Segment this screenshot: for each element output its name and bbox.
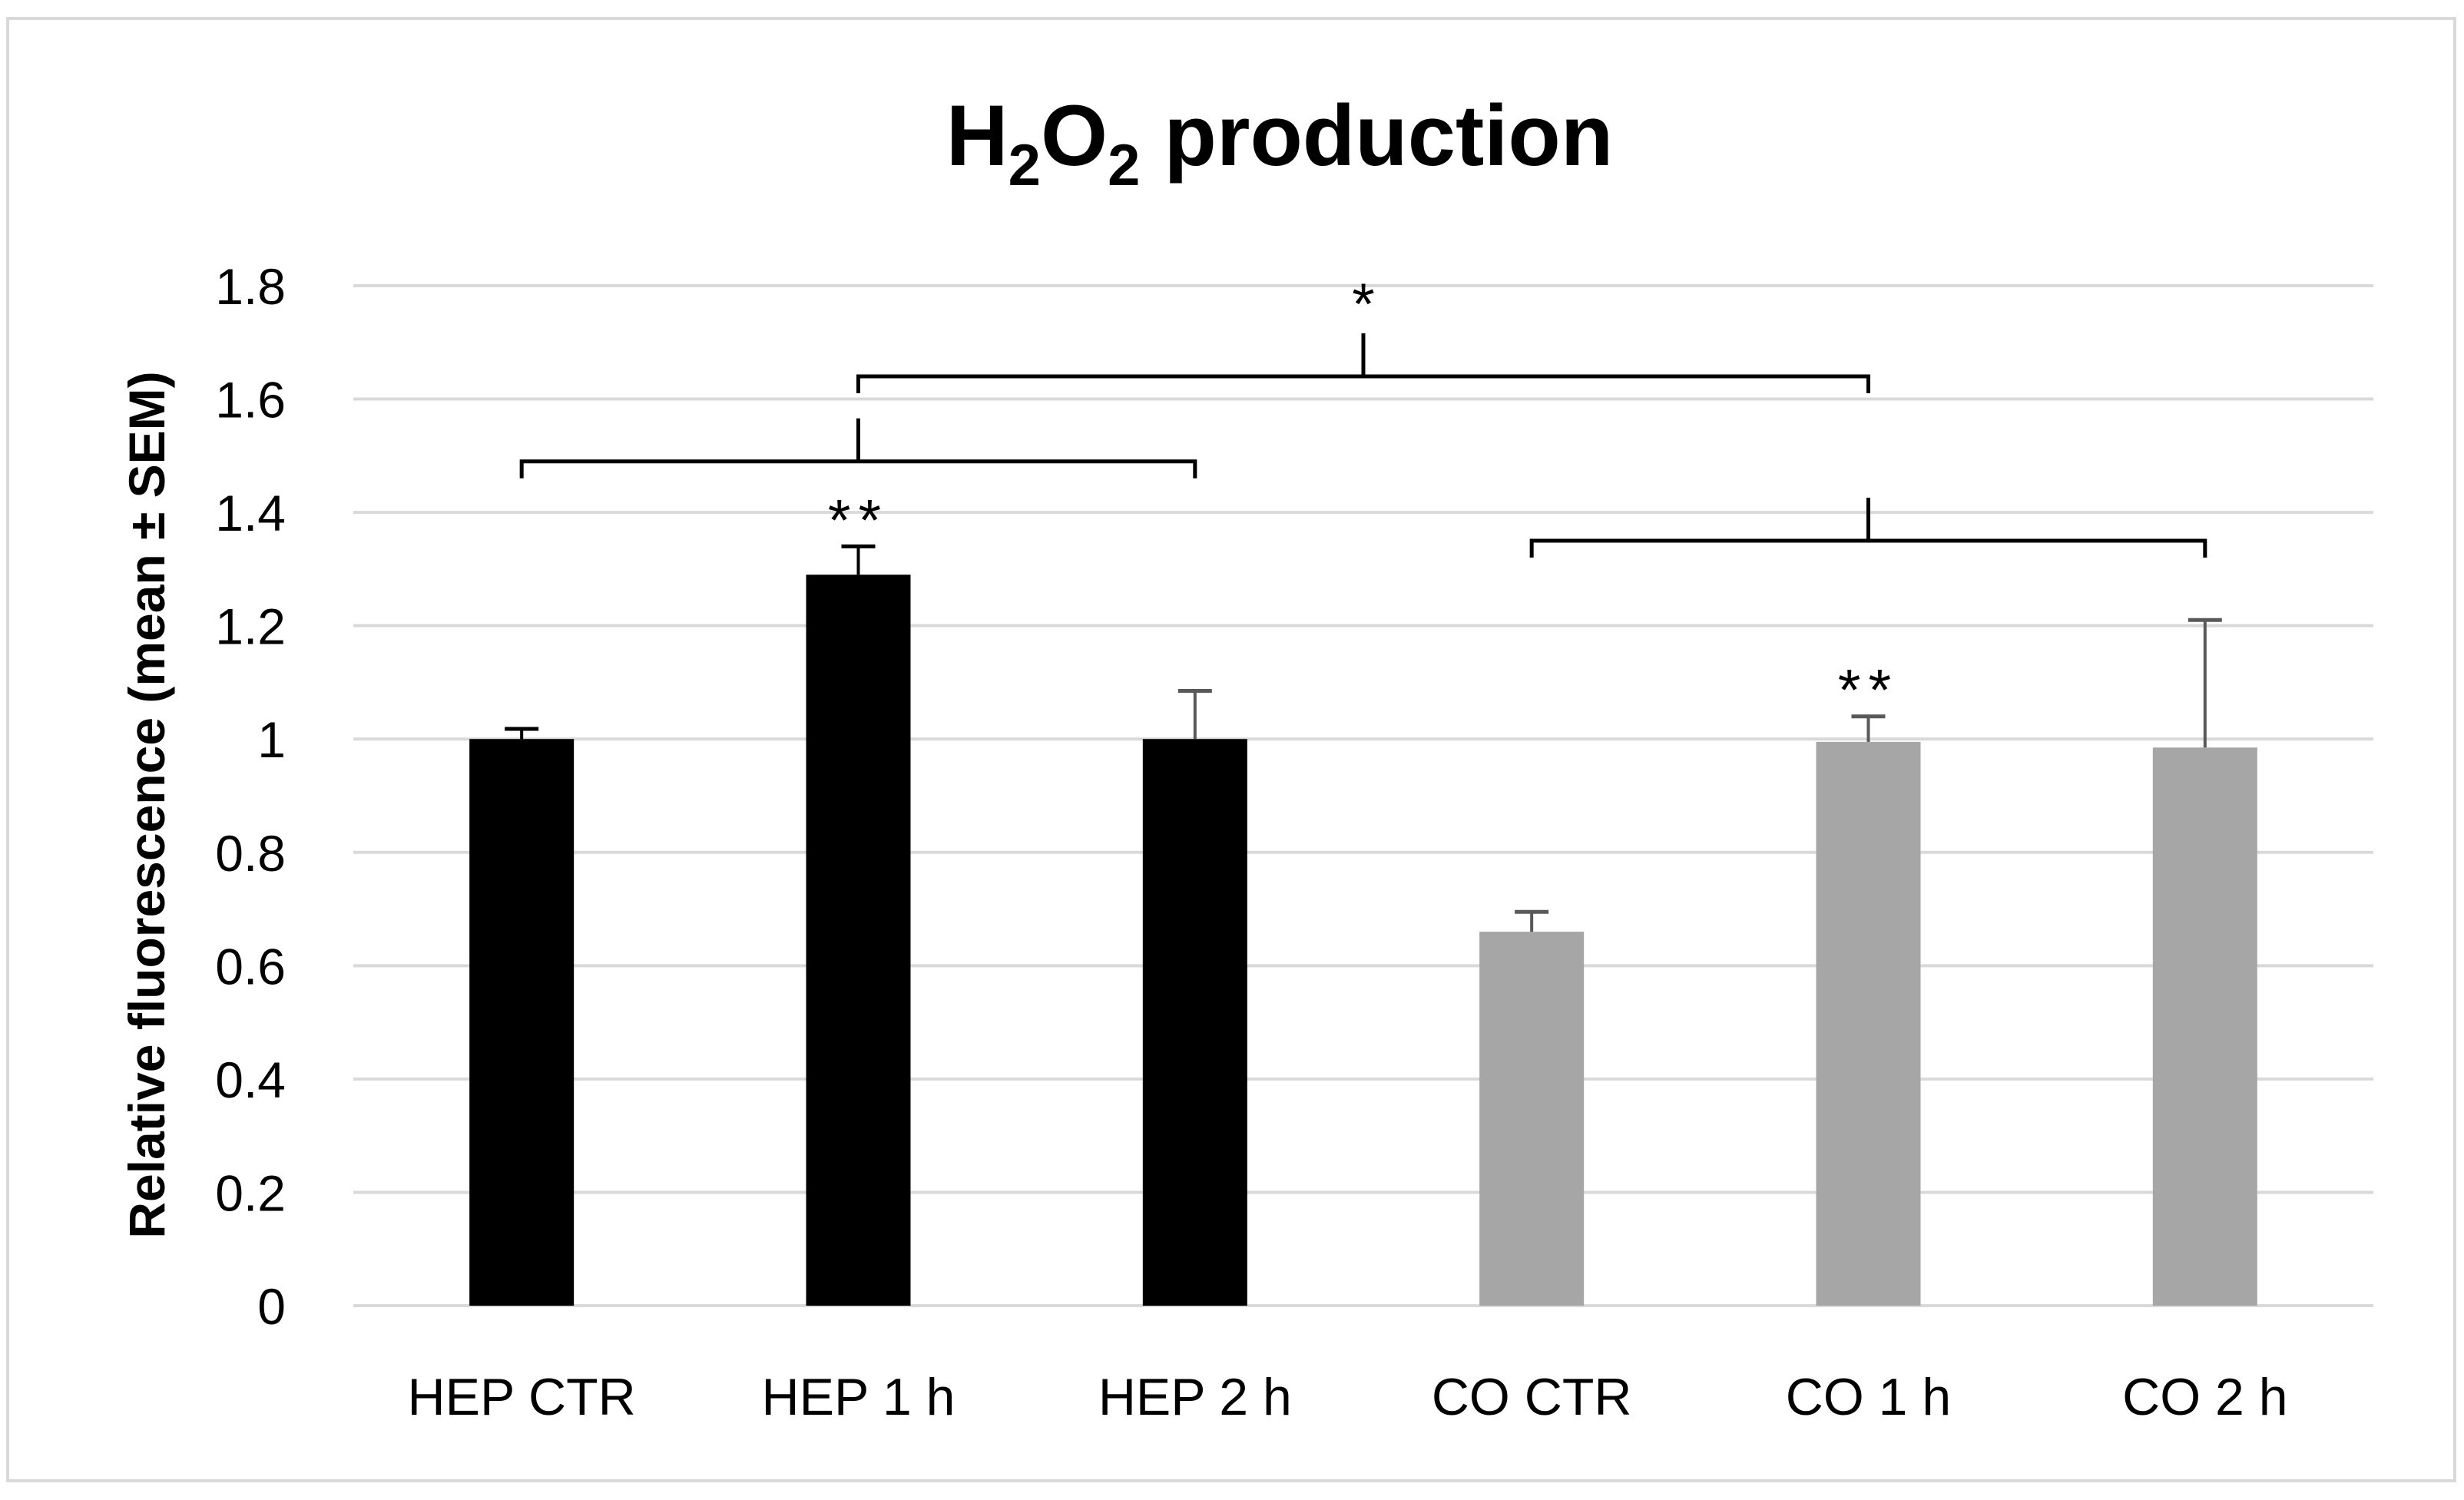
comparison-brackets: * [519, 272, 2207, 558]
bar [1142, 739, 1247, 1306]
bar [469, 739, 575, 1306]
x-tick-label: HEP 2 h [1098, 1368, 1292, 1426]
bar [806, 575, 911, 1306]
chart-title-mid: O [1041, 88, 1108, 184]
y-tick-label: 1.2 [215, 598, 286, 655]
gridlines [353, 284, 2373, 1307]
y-tick-label: 1.4 [215, 485, 286, 541]
y-tick-label: 0.2 [215, 1164, 286, 1221]
y-tick-label: 1.8 [215, 258, 286, 315]
significance-stars: ** [828, 488, 889, 553]
x-tick-label: CO 1 h [1786, 1368, 1951, 1426]
x-tick-label: CO CTR [1432, 1368, 1632, 1426]
y-tick-label: 1 [257, 711, 286, 768]
bars [469, 575, 2257, 1306]
significance-annotations: ** ** [828, 488, 1899, 724]
significance-stars: ** [1838, 658, 1899, 724]
y-tick-label: 1.6 [215, 372, 286, 429]
chart-title-rest: production [1140, 88, 1613, 184]
bar [1479, 932, 1585, 1306]
chart-title: H2O2 production [946, 88, 1613, 198]
y-tick-label: 0.8 [215, 825, 286, 882]
bar [1816, 741, 1921, 1306]
chart-title-subscript-1: 2 [1008, 133, 1041, 198]
error-bars [505, 544, 2222, 932]
chart-title-subscript-2: 2 [1108, 133, 1140, 198]
x-tick-label: HEP CTR [408, 1368, 636, 1426]
x-axis-ticks: HEP CTR HEP 1 h HEP 2 h CO CTR CO 1 h CO 2 h [408, 1368, 2288, 1426]
y-tick-label: 0.4 [215, 1051, 286, 1108]
x-tick-label: HEP 1 h [761, 1368, 955, 1426]
y-axis-ticks: 0 0.2 0.4 0.6 0.8 1 1.2 1.4 1.6 1.8 [215, 258, 286, 1335]
significance-star: * [1352, 272, 1375, 337]
chart-title-main: H [946, 88, 1008, 184]
y-tick-label: 0 [257, 1278, 286, 1335]
x-tick-label: CO 2 h [2122, 1368, 2287, 1426]
y-axis-label: Relative fluorescence (mean ± SEM) [118, 371, 175, 1238]
bar [2152, 747, 2257, 1306]
y-tick-label: 0.6 [215, 938, 286, 995]
